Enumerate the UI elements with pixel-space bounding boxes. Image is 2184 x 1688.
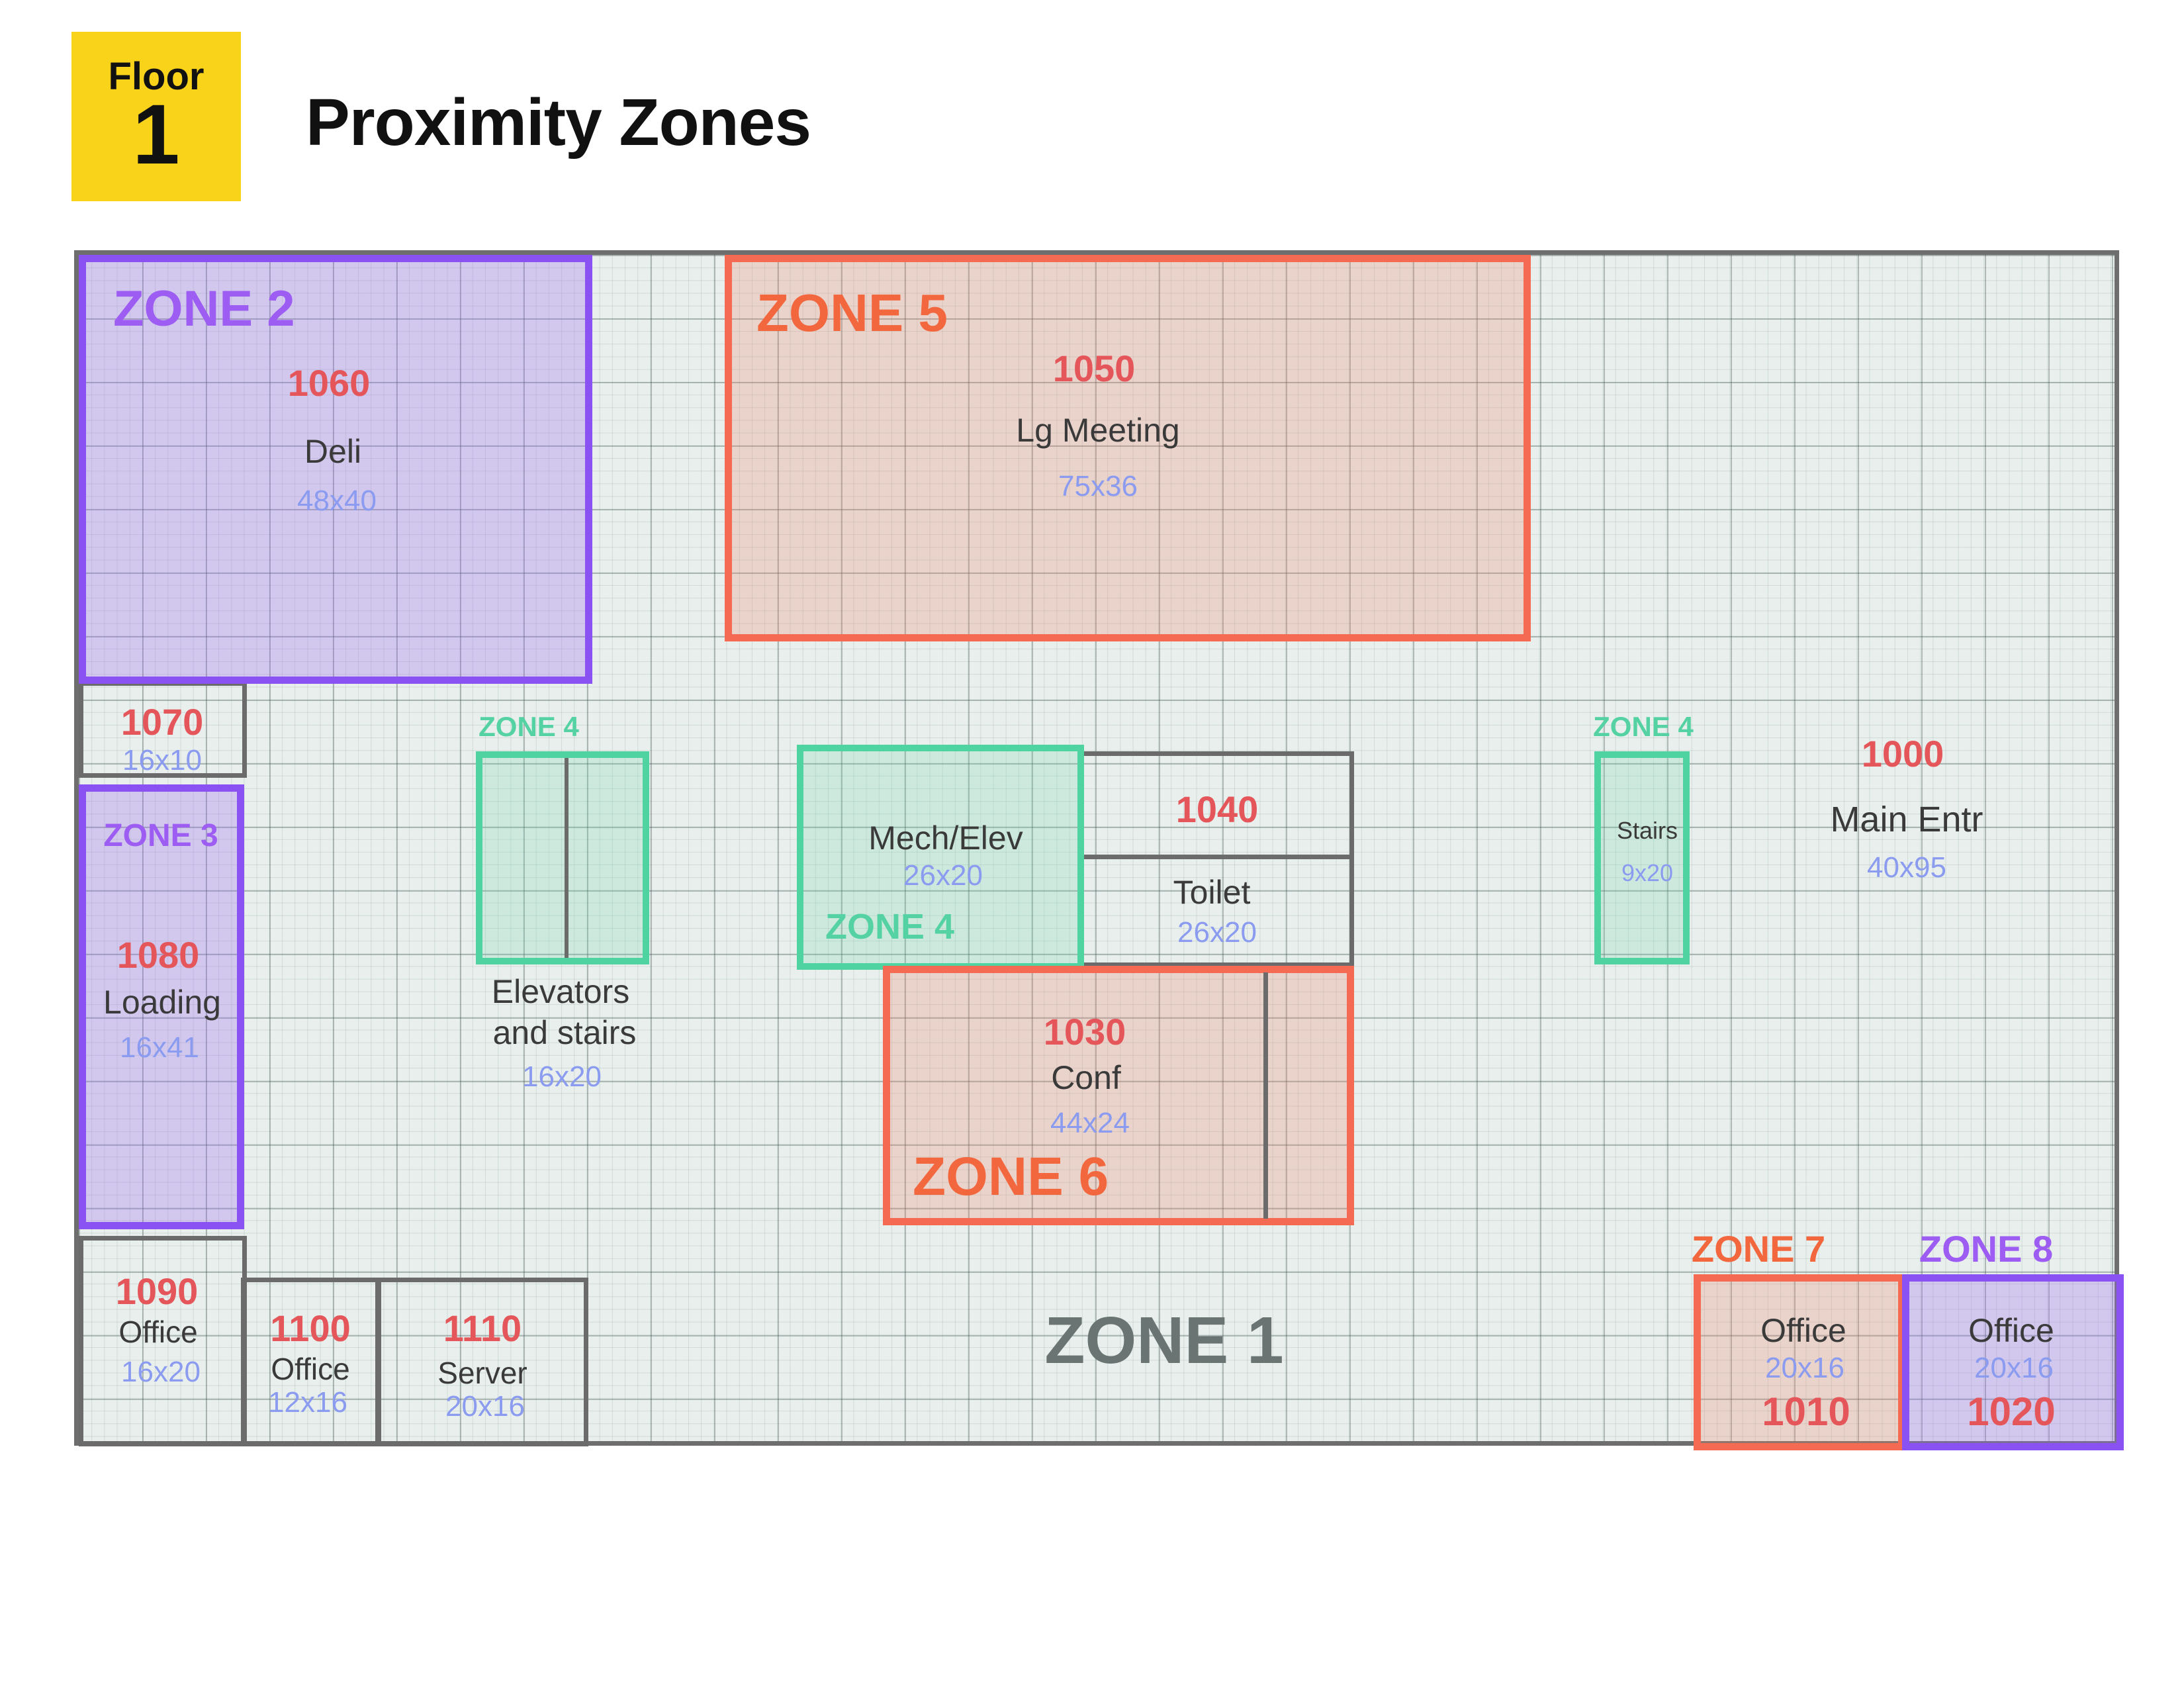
zone-2-label: ZONE 2 bbox=[113, 281, 295, 337]
zone-5-label: ZONE 5 bbox=[756, 283, 948, 342]
floor-label: Floor bbox=[108, 55, 205, 98]
room-1070-dims: 16x10 bbox=[122, 744, 202, 776]
zone-7-label: ZONE 7 bbox=[1691, 1228, 1826, 1270]
zone-4-elevators-label: ZONE 4 bbox=[478, 711, 579, 742]
zone-2-area bbox=[79, 255, 592, 684]
room-1060-dims: 48x40 bbox=[297, 485, 377, 517]
zone-4-mech-label: ZONE 4 bbox=[825, 907, 955, 947]
toilet-dims: 26x20 bbox=[1177, 916, 1257, 949]
zone-8-label: ZONE 8 bbox=[1919, 1228, 2054, 1270]
room-1030-dims: 44x24 bbox=[1050, 1107, 1130, 1139]
room-1070-number: 1070 bbox=[120, 701, 204, 743]
room-1110-outline bbox=[375, 1278, 588, 1446]
zone-4-stairs-label: ZONE 4 bbox=[1593, 711, 1694, 742]
room-1090-dims: 16x20 bbox=[121, 1356, 201, 1388]
room-1110-number: 1110 bbox=[443, 1307, 522, 1349]
elevator-divider bbox=[565, 758, 569, 958]
room-1000-name: Main Entr bbox=[1830, 800, 1983, 839]
page-title: Proximity Zones bbox=[306, 85, 811, 160]
room-1020-name: Office bbox=[1968, 1312, 2054, 1349]
room-1080-name: Loading bbox=[103, 984, 221, 1021]
room-1110-dims: 20x16 bbox=[445, 1390, 525, 1423]
zone-6-label: ZONE 6 bbox=[913, 1147, 1109, 1207]
elevators-dims: 16x20 bbox=[522, 1060, 602, 1093]
room-1080-dims: 16x41 bbox=[120, 1031, 199, 1064]
zone-3-area bbox=[79, 784, 244, 1229]
room-1100-name: Office bbox=[271, 1352, 350, 1386]
conf-divider bbox=[1263, 972, 1268, 1219]
room-1050-dims: 75x36 bbox=[1058, 470, 1138, 502]
mech-elev-dims: 26x20 bbox=[903, 859, 983, 892]
toilet-name: Toilet bbox=[1173, 874, 1251, 911]
room-1030-name: Conf bbox=[1051, 1059, 1121, 1096]
room-1010-dims: 20x16 bbox=[1765, 1352, 1844, 1384]
zone-4-elevators-area bbox=[476, 751, 649, 964]
zone-4-stairs-area bbox=[1594, 751, 1690, 964]
zone-8-area bbox=[1902, 1274, 2124, 1450]
mech-elev-name: Mech/Elev bbox=[868, 820, 1023, 857]
room-1000-dims: 40x95 bbox=[1867, 851, 1946, 884]
zone-3-label: ZONE 3 bbox=[103, 818, 218, 853]
room-1100-number: 1100 bbox=[270, 1307, 351, 1349]
room-1040-number: 1040 bbox=[1175, 788, 1259, 830]
zone-6-area bbox=[883, 966, 1354, 1225]
elevators-name-line1: Elevators bbox=[491, 973, 630, 1010]
room-1060-number: 1060 bbox=[287, 362, 371, 404]
room-1080-number: 1080 bbox=[116, 934, 200, 976]
room-1050-name: Lg Meeting bbox=[1016, 412, 1180, 449]
room-1020-number: 1020 bbox=[1967, 1389, 2056, 1434]
room-1100-dims: 12x16 bbox=[268, 1386, 347, 1419]
room-1090-name: Office bbox=[118, 1315, 198, 1349]
stairs-dims: 9x20 bbox=[1621, 859, 1674, 886]
room-1010-number: 1010 bbox=[1762, 1389, 1850, 1434]
floor-number: 1 bbox=[132, 87, 180, 182]
room-1090-number: 1090 bbox=[115, 1270, 199, 1312]
room-1000-number: 1000 bbox=[1861, 733, 1944, 774]
zone-5-area bbox=[725, 255, 1531, 641]
room-1110-name: Server bbox=[437, 1356, 527, 1390]
room-1020-dims: 20x16 bbox=[1974, 1352, 2054, 1384]
room-1010-name: Office bbox=[1760, 1312, 1846, 1349]
zone-1-label: ZONE 1 bbox=[1044, 1303, 1284, 1378]
room-1060-name: Deli bbox=[304, 433, 362, 470]
floor-plan: ZONE 2 ZONE 5 ZONE 3 ZONE 4 ZONE 4 ZONE … bbox=[74, 250, 2124, 1450]
floor-badge: Floor 1 bbox=[71, 32, 241, 201]
zone-7-area bbox=[1694, 1274, 1905, 1450]
room-1050-number: 1050 bbox=[1052, 348, 1136, 389]
stairs-name: Stairs bbox=[1616, 817, 1678, 844]
room-1030-number: 1030 bbox=[1043, 1011, 1126, 1053]
wall-1040-toilet bbox=[1078, 855, 1354, 859]
zone-4-mech-area bbox=[797, 745, 1084, 970]
elevators-name-line2: and stairs bbox=[492, 1014, 637, 1051]
